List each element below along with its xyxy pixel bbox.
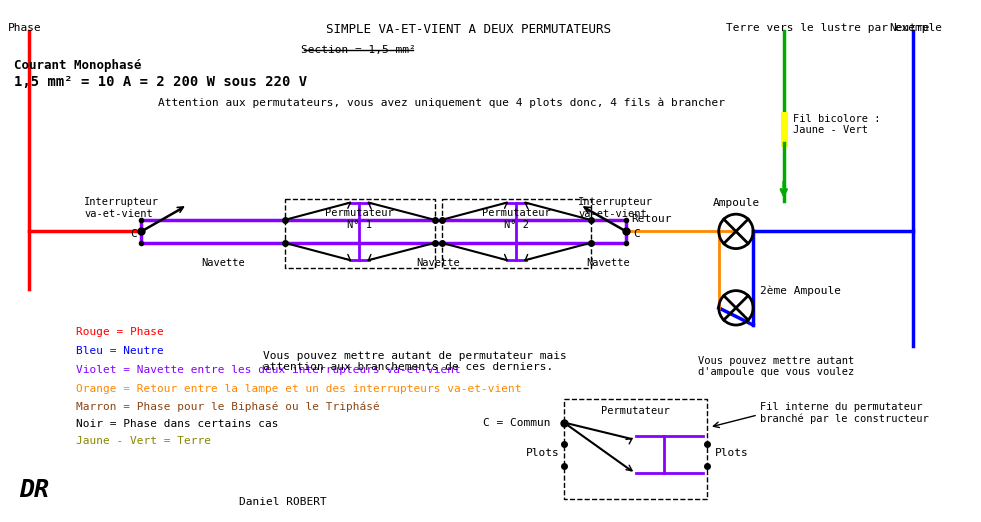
Text: DR: DR bbox=[19, 478, 49, 502]
Text: Plots: Plots bbox=[526, 448, 559, 458]
Text: Ampoule: Ampoule bbox=[712, 198, 759, 208]
Text: Attention aux permutateurs, vous avez uniquement que 4 plots donc, 4 fils à bran: Attention aux permutateurs, vous avez un… bbox=[158, 98, 725, 108]
Text: SIMPLE VA-ET-VIENT A DEUX PERMUTATEURS: SIMPLE VA-ET-VIENT A DEUX PERMUTATEURS bbox=[326, 23, 611, 36]
Text: Fil interne du permutateur
branché par le constructeur: Fil interne du permutateur branché par l… bbox=[760, 402, 929, 424]
Text: Noir = Phase dans certains cas: Noir = Phase dans certains cas bbox=[77, 419, 279, 429]
Text: Vous pouvez mettre autant
d'ampoule que vous voulez: Vous pouvez mettre autant d'ampoule que … bbox=[697, 355, 854, 377]
Text: Interrupteur
va-et-vient: Interrupteur va-et-vient bbox=[84, 197, 159, 219]
Text: Permutateur
N° 1: Permutateur N° 1 bbox=[326, 208, 394, 230]
Text: Neutre: Neutre bbox=[890, 23, 930, 33]
Text: Daniel ROBERT: Daniel ROBERT bbox=[239, 497, 327, 507]
Text: Section = 1,5 mm²: Section = 1,5 mm² bbox=[301, 45, 416, 55]
Text: Retour: Retour bbox=[631, 213, 671, 224]
Text: Interrupteur
va-et-vient: Interrupteur va-et-vient bbox=[578, 197, 653, 219]
Text: Navette: Navette bbox=[586, 258, 630, 268]
Text: Vous pouvez mettre autant de permutateur mais
attention aux branchements de ces : Vous pouvez mettre autant de permutateur… bbox=[263, 351, 567, 372]
Text: Rouge = Phase: Rouge = Phase bbox=[77, 327, 164, 337]
Text: Navette: Navette bbox=[201, 258, 244, 268]
Text: Terre vers le lustre par exemple: Terre vers le lustre par exemple bbox=[726, 23, 943, 33]
Text: Jaune - Vert = Terre: Jaune - Vert = Terre bbox=[77, 436, 212, 446]
Text: Navette: Navette bbox=[416, 258, 460, 268]
Text: 2ème Ampoule: 2ème Ampoule bbox=[760, 286, 841, 296]
Text: C: C bbox=[129, 229, 136, 239]
Text: C: C bbox=[634, 229, 641, 239]
Text: Orange = Retour entre la lampe et un des interrupteurs va-et-vient: Orange = Retour entre la lampe et un des… bbox=[77, 384, 522, 394]
Text: 1,5 mm² = 10 A = 2 200 W sous 220 V: 1,5 mm² = 10 A = 2 200 W sous 220 V bbox=[15, 75, 307, 89]
Text: Plots: Plots bbox=[715, 448, 749, 458]
Text: Violet = Navette entre les deux interrupteurs va-et-vient: Violet = Navette entre les deux interrup… bbox=[77, 365, 461, 375]
Text: Permutateur
N° 2: Permutateur N° 2 bbox=[482, 208, 550, 230]
Text: Courant Monophasé: Courant Monophasé bbox=[15, 60, 142, 73]
Text: C = Commun: C = Commun bbox=[483, 418, 550, 428]
Text: Permutateur: Permutateur bbox=[601, 406, 670, 416]
Text: Marron = Phase pour le Biphasé ou le Triphásé: Marron = Phase pour le Biphasé ou le Tri… bbox=[77, 401, 381, 412]
Text: Phase: Phase bbox=[8, 23, 41, 33]
Text: Bleu = Neutre: Bleu = Neutre bbox=[77, 346, 164, 356]
Text: Fil bicolore :
Jaune - Vert: Fil bicolore : Jaune - Vert bbox=[794, 113, 881, 135]
